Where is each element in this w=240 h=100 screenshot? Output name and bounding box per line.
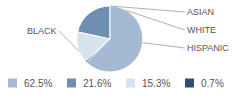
- svg-text:WHITE: WHITE: [187, 25, 216, 35]
- svg-text:15.3%: 15.3%: [142, 78, 170, 89]
- svg-text:HISPANIC: HISPANIC: [187, 43, 229, 53]
- svg-text:ASIAN: ASIAN: [187, 7, 214, 17]
- svg-text:62.5%: 62.5%: [24, 78, 52, 89]
- svg-text:21.6%: 21.6%: [83, 78, 111, 89]
- svg-text:BLACK: BLACK: [27, 26, 57, 36]
- svg-text:0.7%: 0.7%: [201, 78, 224, 89]
